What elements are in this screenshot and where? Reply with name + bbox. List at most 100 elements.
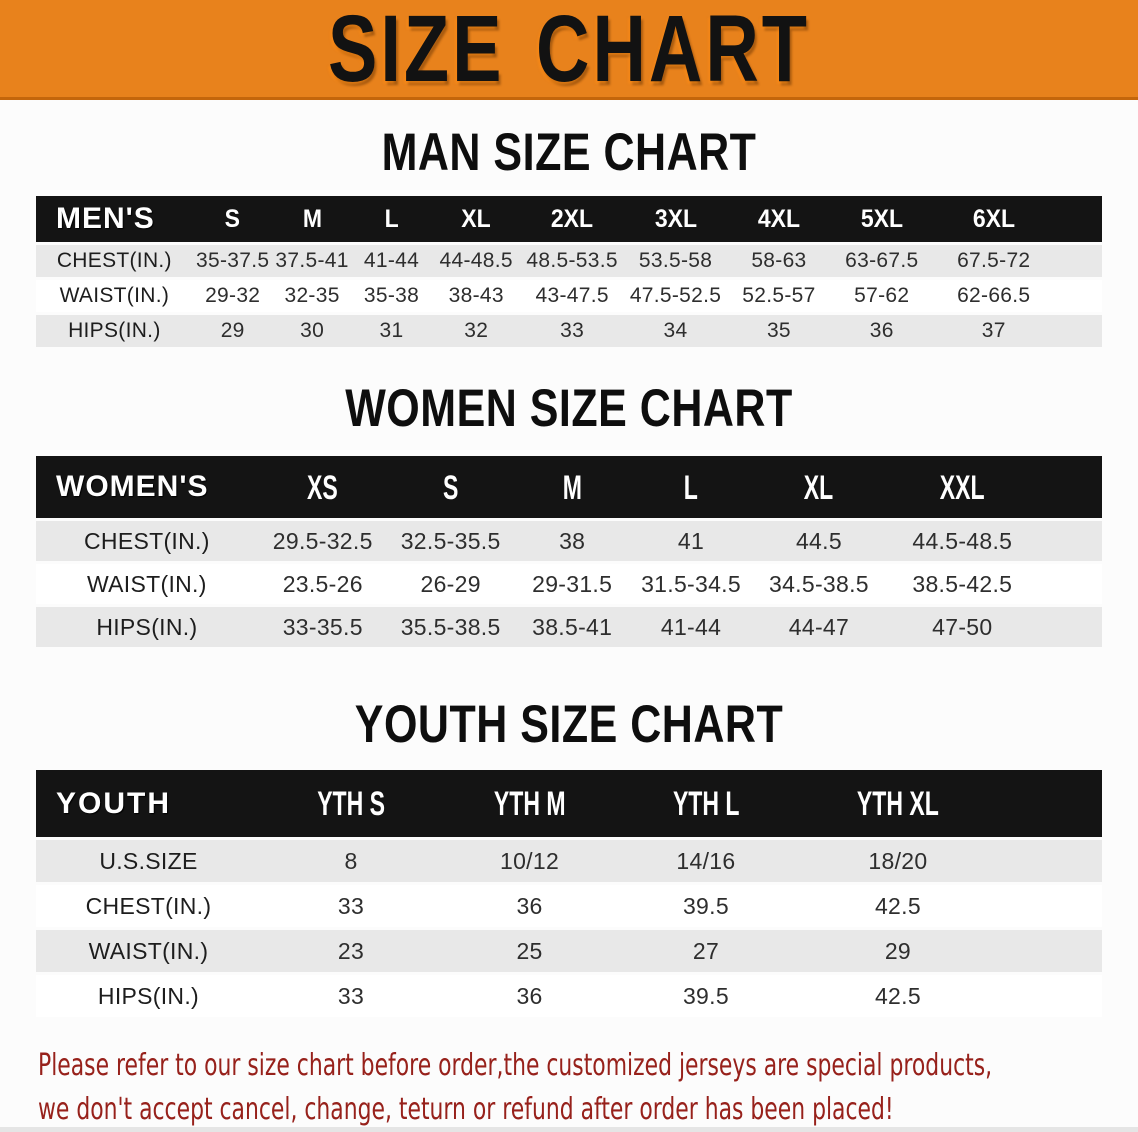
measurement-cell: 18/20 bbox=[793, 837, 1102, 882]
size-column-header: XS bbox=[257, 456, 388, 518]
measurement-cell: 58-63 bbox=[727, 242, 831, 277]
measurement-cell: 48.5-53.5 bbox=[520, 242, 624, 277]
youth-size-chart-heading: YOUTH SIZE CHART bbox=[354, 695, 784, 755]
row-label: CHEST(IN.) bbox=[36, 518, 258, 561]
measurement-cell: 33 bbox=[520, 312, 624, 347]
disclaimer-line-1: Please refer to our size chart before or… bbox=[38, 1048, 993, 1083]
measurement-row: WAIST(IN.) 23 25 27 29 bbox=[36, 927, 1102, 972]
measurement-cell: 29-31.5 bbox=[513, 561, 631, 604]
mens-section: MAN SIZE CHART MEN'S S M L XL 2XL 3XL 4XL 5XL 6XL… bbox=[0, 124, 1138, 347]
youth-section: YOUTH SIZE CHART YOUTH YTH S YTH M YTH L YTH… bbox=[0, 696, 1138, 1017]
size-column-header: 6XL bbox=[933, 196, 1102, 242]
header-cell-text: XXL bbox=[939, 467, 985, 506]
row-label: U.S.SIZE bbox=[36, 837, 261, 882]
measurement-cell: 47.5-52.5 bbox=[623, 277, 728, 312]
header-cell-text: YTH XL bbox=[856, 783, 939, 823]
measurement-cell: 30 bbox=[272, 312, 352, 347]
header-cell-text: L bbox=[683, 467, 699, 506]
measurement-cell: 39.5 bbox=[618, 882, 794, 927]
size-column-header: L bbox=[351, 196, 432, 242]
measurement-cell: 29.5-32.5 bbox=[257, 518, 388, 561]
header-cell-text: MEN'S bbox=[56, 202, 155, 235]
measurement-cell: 38 bbox=[513, 518, 631, 561]
header-cell-text: M bbox=[302, 204, 322, 233]
measurement-cell: 10/12 bbox=[441, 837, 619, 882]
measurement-cell: 34.5-38.5 bbox=[751, 561, 887, 604]
size-column-header: 4XL bbox=[727, 196, 831, 242]
measurement-cell: 44-48.5 bbox=[431, 242, 521, 277]
header-cell-text: M bbox=[562, 467, 582, 506]
size-column-header: YTH S bbox=[260, 770, 442, 837]
page-title: SIZE CHART bbox=[328, 0, 810, 102]
size-column-header: YTH M bbox=[441, 770, 619, 837]
measurement-row: WAIST(IN.) 23.5-26 26-29 29-31.5 31.5-34.5 34… bbox=[36, 561, 1102, 604]
measurement-cell: 8 bbox=[260, 837, 442, 882]
measurement-cell: 43-47.5 bbox=[520, 277, 624, 312]
measurement-cell: 23.5-26 bbox=[257, 561, 388, 604]
measurement-cell: 26-29 bbox=[387, 561, 514, 604]
bottom-edge-strip bbox=[0, 1127, 1138, 1132]
size-chart-banner: SIZE CHART bbox=[0, 0, 1138, 102]
measurement-row: HIPS(IN.) 33-35.5 35.5-38.5 38.5-41 41-44 44-… bbox=[36, 604, 1102, 647]
header-cell-text: 5XL bbox=[860, 204, 903, 233]
header-cell-text: 3XL bbox=[654, 204, 697, 233]
size-column-header: XL bbox=[751, 456, 887, 518]
table-category-label: MEN'S bbox=[36, 196, 193, 242]
measurement-cell: 41 bbox=[630, 518, 752, 561]
measurement-cell: 31 bbox=[351, 312, 432, 347]
measurement-cell: 41-44 bbox=[630, 604, 752, 647]
header-cell-text: XS bbox=[307, 467, 339, 506]
measurement-cell: 57-62 bbox=[830, 277, 934, 312]
measurement-cell: 36 bbox=[441, 882, 619, 927]
row-label: CHEST(IN.) bbox=[36, 242, 193, 277]
header-cell-text: 2XL bbox=[551, 204, 594, 233]
measurement-cell: 31.5-34.5 bbox=[630, 561, 752, 604]
measurement-cell: 62-66.5 bbox=[933, 277, 1102, 312]
measurement-cell: 52.5-57 bbox=[727, 277, 831, 312]
measurement-cell: 25 bbox=[441, 927, 619, 972]
row-label: WAIST(IN.) bbox=[36, 277, 193, 312]
row-label: CHEST(IN.) bbox=[36, 882, 261, 927]
measurement-row: HIPS(IN.) 33 36 39.5 42.5 bbox=[36, 972, 1102, 1017]
row-label: HIPS(IN.) bbox=[36, 972, 261, 1017]
measurement-cell: 32.5-35.5 bbox=[387, 518, 514, 561]
disclaimer-line-2: we don't accept cancel, change, teturn o… bbox=[38, 1092, 894, 1127]
measurement-cell: 42.5 bbox=[793, 882, 1102, 927]
size-column-header: S bbox=[192, 196, 273, 242]
measurement-cell: 14/16 bbox=[618, 837, 794, 882]
measurement-cell: 39.5 bbox=[618, 972, 794, 1017]
measurement-cell: 36 bbox=[441, 972, 619, 1017]
header-cell-text: WOMEN'S bbox=[56, 470, 209, 503]
row-label: HIPS(IN.) bbox=[36, 604, 258, 647]
measurement-cell: 53.5-58 bbox=[623, 242, 728, 277]
measurement-cell: 37 bbox=[933, 312, 1102, 347]
measurement-cell: 38.5-41 bbox=[513, 604, 631, 647]
header-cell-text: YTH S bbox=[317, 783, 385, 823]
measurement-cell: 23 bbox=[260, 927, 442, 972]
size-column-header: S bbox=[387, 456, 514, 518]
measurement-cell: 33 bbox=[260, 972, 442, 1017]
size-table-header-row: MEN'S S M L XL 2XL 3XL 4XL 5XL 6XL bbox=[36, 196, 1102, 242]
header-cell-text: YTH M bbox=[493, 783, 566, 823]
size-table-header-row: YOUTH YTH S YTH M YTH L YTH XL bbox=[36, 770, 1102, 837]
measurement-row: CHEST(IN.) 29.5-32.5 32.5-35.5 38 41 44.5 44.5… bbox=[36, 518, 1102, 561]
youth-size-table: YOUTH YTH S YTH M YTH L YTH XL U.S.SIZE 8 10/12… bbox=[36, 770, 1102, 1017]
measurement-cell: 36 bbox=[830, 312, 934, 347]
measurement-cell: 35.5-38.5 bbox=[387, 604, 514, 647]
row-label: HIPS(IN.) bbox=[36, 312, 193, 347]
man-size-chart-heading: MAN SIZE CHART bbox=[381, 123, 757, 183]
women-size-chart-heading: WOMEN SIZE CHART bbox=[345, 379, 793, 439]
measurement-cell: 35-38 bbox=[351, 277, 432, 312]
header-cell-text: L bbox=[384, 204, 399, 233]
size-column-header: YTH L bbox=[618, 770, 794, 837]
measurement-cell: 44.5-48.5 bbox=[886, 518, 1102, 561]
size-column-header: XL bbox=[431, 196, 521, 242]
measurement-cell: 35-37.5 bbox=[192, 242, 273, 277]
header-cell-text: YOUTH bbox=[56, 786, 171, 820]
measurement-row: U.S.SIZE 8 10/12 14/16 18/20 bbox=[36, 837, 1102, 882]
measurement-cell: 32-35 bbox=[272, 277, 352, 312]
disclaimer: Please refer to our size chart before or… bbox=[38, 1044, 1138, 1132]
size-column-header: 5XL bbox=[830, 196, 934, 242]
size-column-header: L bbox=[630, 456, 752, 518]
